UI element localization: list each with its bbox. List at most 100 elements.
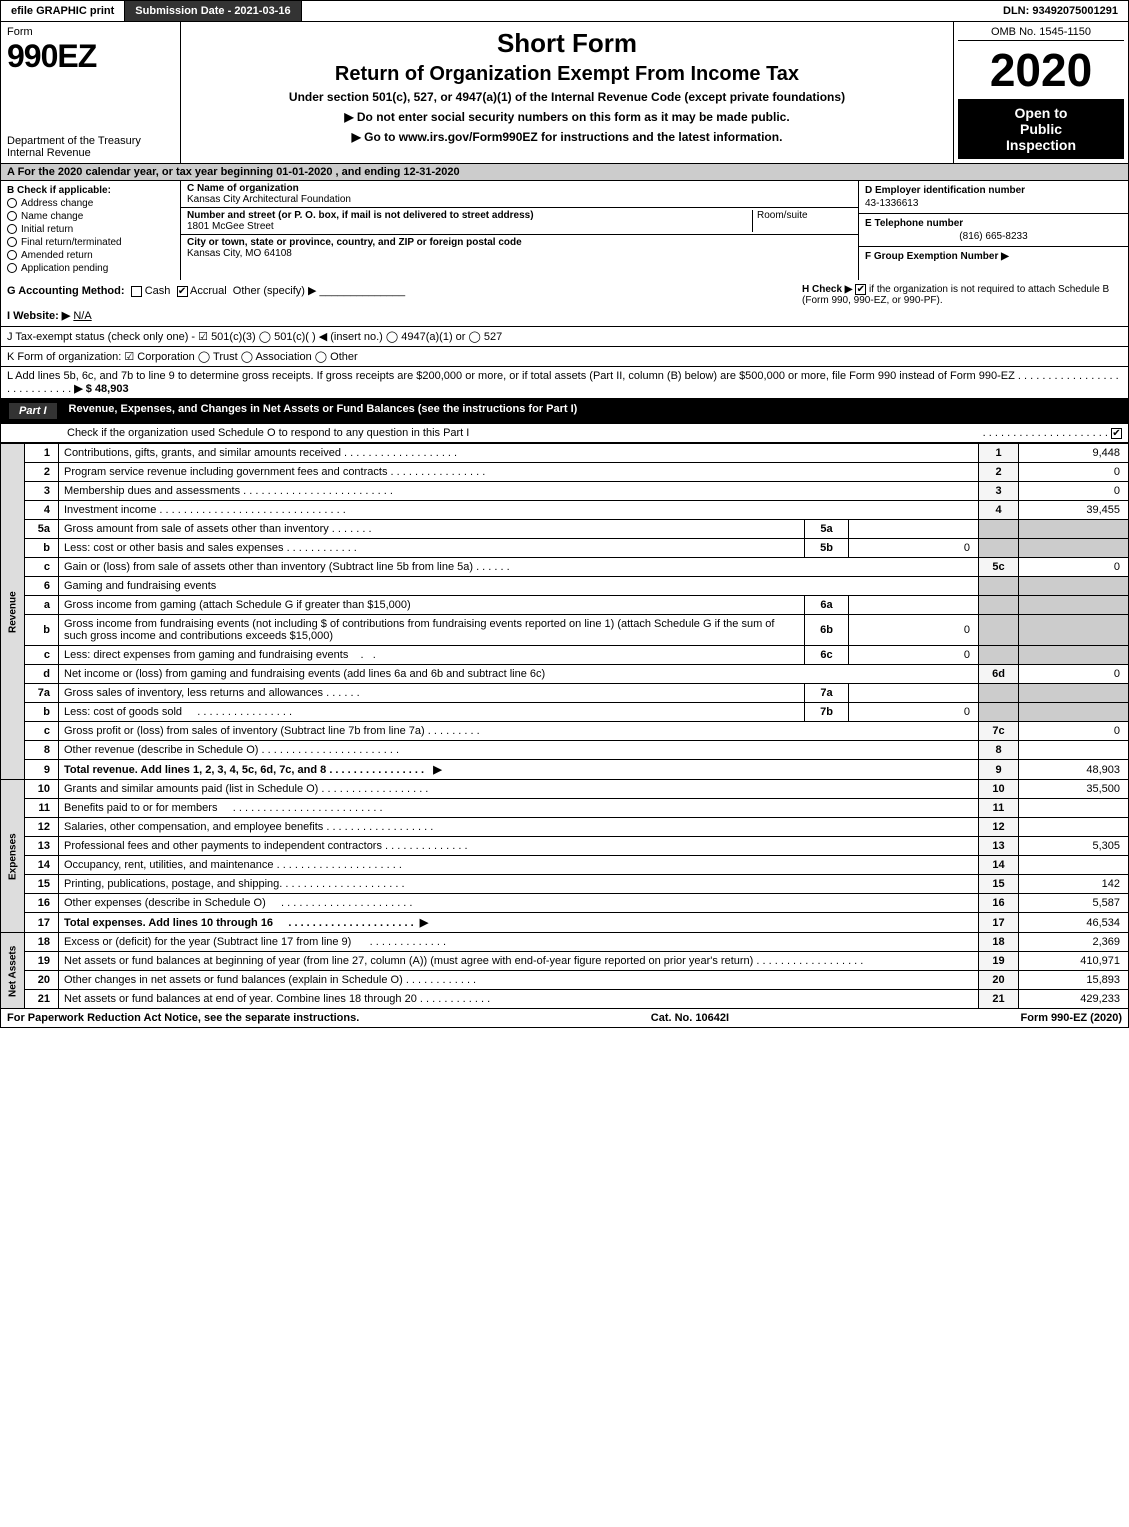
sub-value: 0 <box>849 646 979 665</box>
line-num: 3 <box>25 482 59 501</box>
ssn-warning: ▶ Do not enter social security numbers o… <box>191 110 943 124</box>
line-text: Excess or (deficit) for the year (Subtra… <box>59 933 979 952</box>
line-num: 10 <box>25 780 59 799</box>
page-footer: For Paperwork Reduction Act Notice, see … <box>0 1009 1129 1028</box>
catalog-number: Cat. No. 10642I <box>651 1012 729 1024</box>
sub-box: 6a <box>805 596 849 615</box>
chk-address-change[interactable]: Address change <box>7 198 174 209</box>
subtitle: Under section 501(c), 527, or 4947(a)(1)… <box>191 90 943 104</box>
shaded-cell <box>979 520 1019 539</box>
dln-label: DLN: 93492075001291 <box>993 1 1128 21</box>
chk-amended-return[interactable]: Amended return <box>7 250 174 261</box>
line-box: 20 <box>979 971 1019 990</box>
open-line2: Public <box>962 121 1120 137</box>
website-value: N/A <box>73 310 91 322</box>
phone-value: (816) 665-8233 <box>865 231 1122 242</box>
table-row: 20 Other changes in net assets or fund b… <box>1 971 1129 990</box>
line-value: 410,971 <box>1019 952 1129 971</box>
col-d-ein-phone: D Employer identification number 43-1336… <box>858 181 1128 280</box>
org-name-label: C Name of organization <box>187 183 299 194</box>
line-value <box>1019 799 1129 818</box>
line-l-value: ▶ $ 48,903 <box>74 383 128 395</box>
cash-checkbox[interactable] <box>131 286 142 297</box>
table-row: 19 Net assets or fund balances at beginn… <box>1 952 1129 971</box>
line-num: 4 <box>25 501 59 520</box>
line-text: Grants and similar amounts paid (list in… <box>59 780 979 799</box>
table-row: c Gross profit or (loss) from sales of i… <box>1 722 1129 741</box>
line-num: 15 <box>25 875 59 894</box>
line-num: 16 <box>25 894 59 913</box>
table-row: b Less: cost or other basis and sales ex… <box>1 539 1129 558</box>
address-label: Number and street (or P. O. box, if mail… <box>187 210 534 221</box>
part-1-header: Part I Revenue, Expenses, and Changes in… <box>0 399 1129 424</box>
line-num: 18 <box>25 933 59 952</box>
chk-final-return[interactable]: Final return/terminated <box>7 237 174 248</box>
dept-treasury: Department of the Treasury <box>7 135 174 147</box>
line-value: 0 <box>1019 558 1129 577</box>
line-text: Less: cost of goods sold . . . . . . . .… <box>59 703 805 722</box>
chk-application-pending[interactable]: Application pending <box>7 263 174 274</box>
ein-label: D Employer identification number <box>865 185 1122 196</box>
line-num: 12 <box>25 818 59 837</box>
line-box: 13 <box>979 837 1019 856</box>
line-text: Total expenses. Add lines 10 through 16 … <box>59 913 979 933</box>
schedule-b-checkbox[interactable] <box>855 284 866 295</box>
instructions-link[interactable]: ▶ Go to www.irs.gov/Form990EZ for instru… <box>191 130 943 144</box>
line-num: 7a <box>25 684 59 703</box>
city-label: City or town, state or province, country… <box>187 237 522 248</box>
col-b-title: B Check if applicable: <box>7 185 174 196</box>
line-value: 48,903 <box>1019 760 1129 780</box>
chk-initial-return[interactable]: Initial return <box>7 224 174 235</box>
h-label: H Check ▶ <box>802 284 852 295</box>
expenses-side-label: Expenses <box>1 780 25 933</box>
line-box: 7c <box>979 722 1019 741</box>
line-text: Membership dues and assessments . . . . … <box>59 482 979 501</box>
org-name-value: Kansas City Architectural Foundation <box>187 194 351 205</box>
gross-receipts-line: L Add lines 5b, 6c, and 7b to line 9 to … <box>0 367 1129 399</box>
form-header: Form 990EZ Department of the Treasury In… <box>0 22 1129 164</box>
line-box: 10 <box>979 780 1019 799</box>
table-row: Revenue 1 Contributions, gifts, grants, … <box>1 444 1129 463</box>
line-text: Benefits paid to or for members . . . . … <box>59 799 979 818</box>
line-value: 429,233 <box>1019 990 1129 1009</box>
line-value: 0 <box>1019 722 1129 741</box>
sub-value: 0 <box>849 615 979 646</box>
line-value: 39,455 <box>1019 501 1129 520</box>
accrual-label: Accrual <box>190 285 227 297</box>
omb-number: OMB No. 1545-1150 <box>958 26 1124 41</box>
table-row: 12 Salaries, other compensation, and emp… <box>1 818 1129 837</box>
line-box: 16 <box>979 894 1019 913</box>
table-row: 17 Total expenses. Add lines 10 through … <box>1 913 1129 933</box>
line-value <box>1019 741 1129 760</box>
open-line3: Inspection <box>962 137 1120 153</box>
schedule-o-checkbox[interactable] <box>1111 428 1122 439</box>
ein-row: D Employer identification number 43-1336… <box>859 181 1128 214</box>
section-a-tax-year: A For the 2020 calendar year, or tax yea… <box>0 164 1129 181</box>
accrual-checkbox[interactable] <box>177 286 188 297</box>
efile-print-button[interactable]: efile GRAPHIC print <box>1 1 125 21</box>
line-value: 5,587 <box>1019 894 1129 913</box>
line-value: 15,893 <box>1019 971 1129 990</box>
line-box: 6d <box>979 665 1019 684</box>
form-number: 990EZ <box>7 38 174 75</box>
header-center: Short Form Return of Organization Exempt… <box>181 22 953 163</box>
chk-name-change[interactable]: Name change <box>7 211 174 222</box>
line-box: 12 <box>979 818 1019 837</box>
table-row: a Gross income from gaming (attach Sched… <box>1 596 1129 615</box>
sub-value <box>849 684 979 703</box>
net-assets-side-label: Net Assets <box>1 933 25 1009</box>
group-exemption-row: F Group Exemption Number ▶ <box>859 247 1128 266</box>
line-text: Total revenue. Add lines 1, 2, 3, 4, 5c,… <box>59 760 979 780</box>
line-num: 13 <box>25 837 59 856</box>
info-grid: B Check if applicable: Address change Na… <box>0 181 1129 280</box>
header-left: Form 990EZ Department of the Treasury In… <box>1 22 181 163</box>
line-text: Salaries, other compensation, and employ… <box>59 818 979 837</box>
cash-label: Cash <box>145 285 171 297</box>
table-row: 2 Program service revenue including gove… <box>1 463 1129 482</box>
phone-row: E Telephone number (816) 665-8233 <box>859 214 1128 247</box>
table-row: 8 Other revenue (describe in Schedule O)… <box>1 741 1129 760</box>
header-right: OMB No. 1545-1150 2020 Open to Public In… <box>953 22 1128 163</box>
city-row: City or town, state or province, country… <box>181 235 858 261</box>
line-num: 19 <box>25 952 59 971</box>
line-text: Gross sales of inventory, less returns a… <box>59 684 805 703</box>
